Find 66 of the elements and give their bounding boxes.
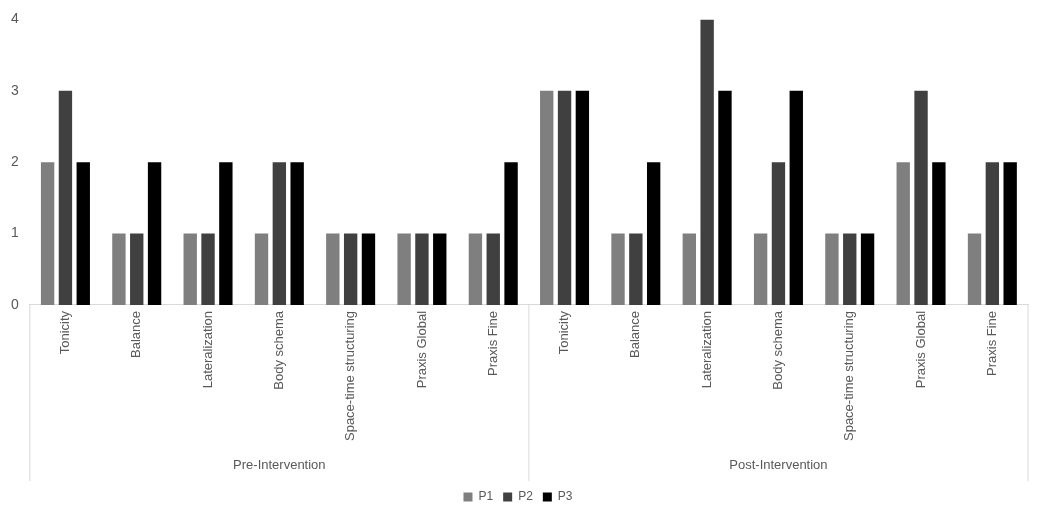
bar xyxy=(843,233,857,305)
x-tick-label: Praxis Global xyxy=(912,310,928,389)
bar xyxy=(718,90,732,305)
x-tick-label: Praxis Fine xyxy=(484,310,500,376)
bar xyxy=(540,90,554,305)
bar xyxy=(183,233,197,305)
y-tick-label: 3 xyxy=(10,81,19,98)
bar xyxy=(985,162,1000,305)
bar xyxy=(1003,162,1017,305)
bar xyxy=(860,233,875,305)
x-tick-label: Tonicity xyxy=(57,310,73,355)
bar xyxy=(825,233,839,305)
bar xyxy=(76,162,90,305)
y-tick-label: 4 xyxy=(10,10,19,27)
bar xyxy=(557,90,572,305)
bar xyxy=(130,233,144,305)
text: Pre-Intervention xyxy=(233,456,326,472)
bar xyxy=(682,233,697,305)
text: Post-Intervention xyxy=(729,456,828,472)
x-tick-label: Balance xyxy=(128,310,144,358)
bar xyxy=(753,233,768,305)
bar xyxy=(629,233,643,305)
bar xyxy=(789,90,803,305)
bar xyxy=(486,233,500,305)
bar xyxy=(415,233,429,305)
bar xyxy=(771,162,786,305)
bar xyxy=(254,233,269,305)
bar xyxy=(40,162,55,305)
bar xyxy=(272,162,287,305)
x-tick-label: Body schema xyxy=(770,310,786,390)
bar xyxy=(468,233,483,305)
bar xyxy=(326,233,340,305)
bar xyxy=(914,90,928,305)
bar xyxy=(433,233,447,305)
x-tick-label: Praxis Global xyxy=(413,310,429,389)
bar xyxy=(112,233,126,305)
x-tick-label: Tonicity xyxy=(556,310,572,355)
bar xyxy=(343,233,358,305)
bar xyxy=(361,233,376,305)
x-tick-label: Space-time structuring xyxy=(342,310,358,442)
bar xyxy=(290,162,304,305)
x-tick-label: Space-time structuring xyxy=(841,310,857,442)
bar xyxy=(700,19,714,305)
y-tick-label: 0 xyxy=(10,295,19,312)
bar xyxy=(58,90,73,305)
bar xyxy=(967,233,982,305)
legend-label: P3 xyxy=(557,489,573,504)
bar xyxy=(147,162,162,305)
y-tick-label: 1 xyxy=(10,224,19,241)
bar xyxy=(201,233,215,305)
bar xyxy=(219,162,233,305)
legend-label: P1 xyxy=(478,489,494,504)
x-tick-label: Lateralization xyxy=(698,310,714,389)
bar xyxy=(646,162,661,305)
x-tick-label: Balance xyxy=(627,310,643,358)
bar xyxy=(896,162,910,305)
x-tick-label: Praxis Fine xyxy=(983,310,999,376)
bar xyxy=(397,233,411,305)
bar xyxy=(504,162,518,305)
bar xyxy=(611,233,625,305)
y-tick-label: 2 xyxy=(10,153,19,170)
bar xyxy=(932,162,946,305)
x-tick-label: Lateralization xyxy=(199,310,215,389)
legend-label: P2 xyxy=(518,489,534,504)
bar xyxy=(575,90,590,305)
x-tick-label: Body schema xyxy=(270,310,286,390)
